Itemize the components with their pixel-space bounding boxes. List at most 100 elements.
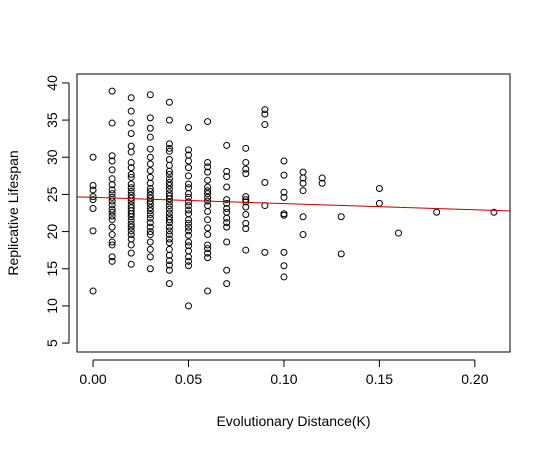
y-tick-label: 20: [44, 224, 60, 240]
data-point: [299, 231, 307, 239]
data-point: [146, 253, 154, 261]
data-point: [127, 249, 135, 257]
data-point: [337, 213, 345, 221]
data-point: [146, 153, 154, 161]
data-point: [165, 245, 173, 253]
data-point: [127, 173, 135, 181]
x-axis-title: Evolutionary Distance(K): [216, 413, 370, 429]
data-point: [127, 231, 135, 239]
data-point: [204, 202, 212, 210]
data-point: [165, 167, 173, 175]
data-point: [146, 245, 154, 253]
data-point: [108, 253, 116, 261]
data-point: [280, 248, 288, 256]
data-point: [108, 193, 116, 201]
data-point: [204, 216, 212, 224]
data-point: [204, 168, 212, 176]
data-point: [204, 190, 212, 198]
x-axis: 0.00 0.05 0.10 0.15 0.20: [79, 359, 489, 387]
data-point: [146, 160, 154, 168]
data-point: [204, 118, 212, 126]
data-point: [146, 114, 154, 122]
data-point: [146, 214, 154, 222]
data-point: [146, 133, 154, 141]
data-point: [204, 183, 212, 191]
data-point: [185, 223, 192, 231]
data-point: [89, 227, 97, 235]
data-point: [261, 179, 269, 187]
data-point: [146, 207, 154, 215]
data-point: [223, 205, 231, 213]
data-point: [204, 241, 212, 249]
data-point: [185, 157, 192, 165]
data-point: [261, 248, 269, 256]
data-point: [146, 231, 154, 239]
data-point: [165, 140, 173, 148]
data-point: [242, 170, 250, 178]
data-point: [204, 176, 212, 184]
data-point: [89, 205, 97, 213]
data-point: [165, 216, 173, 224]
data-point: [185, 231, 192, 239]
data-point: [127, 107, 135, 115]
data-point: [185, 190, 192, 198]
data-point: [204, 249, 212, 257]
data-point: [242, 158, 250, 166]
y-tick-label: 10: [44, 298, 60, 314]
data-point: [108, 87, 116, 95]
data-point: [89, 153, 97, 161]
data-point: [127, 119, 135, 127]
data-point: [89, 196, 97, 204]
data-point: [108, 201, 116, 209]
data-point: [318, 179, 326, 187]
data-point: [223, 238, 231, 246]
data-point: [185, 198, 192, 206]
data-point: [223, 214, 231, 222]
data-point: [165, 231, 173, 239]
data-point: [223, 141, 231, 149]
data-point: [127, 223, 135, 231]
data-point: [146, 204, 154, 212]
data-point: [185, 206, 192, 214]
data-point: [223, 219, 231, 227]
data-point: [185, 164, 192, 172]
y-tick-label: 5: [44, 339, 60, 347]
data-point: [89, 287, 97, 295]
data-point: [204, 193, 212, 201]
data-point: [242, 219, 250, 227]
data-point: [146, 265, 154, 273]
data-point: [127, 197, 135, 205]
data-point: [204, 287, 212, 295]
data-point: [185, 262, 192, 270]
data-point: [204, 224, 212, 232]
data-point: [108, 208, 116, 216]
data-point: [204, 163, 212, 171]
data-point: [165, 144, 173, 152]
data-point: [108, 166, 116, 174]
data-point: [127, 184, 135, 192]
data-point: [185, 202, 192, 210]
y-tick-label: 40: [44, 75, 60, 91]
data-point: [165, 239, 173, 247]
data-point: [89, 182, 97, 189]
data-point: [127, 213, 135, 221]
data-point: [165, 227, 173, 235]
data-point: [165, 202, 173, 210]
data-point: [127, 187, 135, 195]
data-point: [127, 164, 135, 172]
data-point: [108, 119, 116, 127]
y-tick-label: 35: [44, 112, 60, 128]
data-point: [108, 152, 116, 160]
y-tick-label: 25: [44, 186, 60, 202]
data-point: [185, 242, 192, 250]
data-point: [108, 175, 116, 183]
data-point: [146, 197, 154, 205]
data-point: [280, 188, 288, 196]
data-point: [127, 129, 135, 137]
data-point: [127, 142, 135, 150]
y-axis: 5 10 15 20 25 30 35 40: [44, 75, 70, 347]
data-point: [146, 210, 154, 218]
data-point: [204, 231, 212, 239]
data-point: [204, 254, 212, 262]
data-point: [165, 175, 173, 183]
